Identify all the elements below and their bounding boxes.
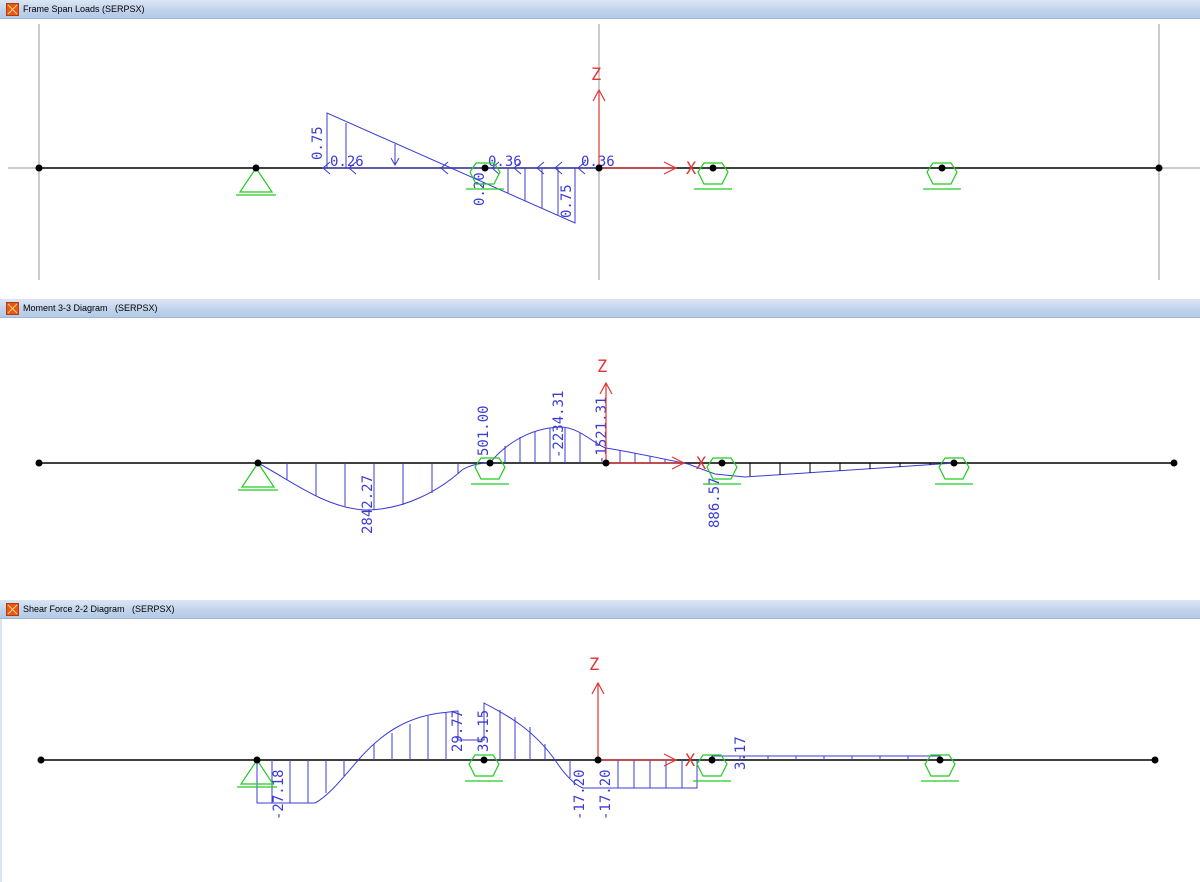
joint	[950, 459, 958, 467]
frame-span-loads-canvas[interactable]: 0.75 0.26 0.20 0.36 0.36 0.75 Z	[0, 19, 1200, 282]
shear-value-label: 35.15	[476, 710, 492, 752]
axial-arrowhead	[577, 161, 586, 175]
axial-arrowhead	[322, 161, 331, 175]
load-label: 0.75	[559, 184, 575, 218]
moment-diagram-window[interactable]: Moment 3-3 Diagram (SERPSX)	[0, 299, 1200, 600]
moment-value-label: -2234.31	[551, 391, 567, 458]
shear-diagram-window[interactable]: Shear Force 2-2 Diagram (SERPSX)	[0, 600, 1200, 882]
pin-support-icon	[236, 166, 276, 196]
z-axis-label: Z	[597, 357, 607, 377]
joint	[708, 756, 716, 764]
roller-support-icon	[465, 754, 503, 782]
axial-arrowhead	[554, 161, 563, 175]
shear-value-label: -17.20	[572, 769, 588, 820]
moment-diagram-right	[749, 463, 931, 476]
joint	[938, 164, 946, 172]
frame-span-loads-window[interactable]: Frame Span Loads (SERPSX)	[0, 0, 1200, 282]
joint	[37, 756, 45, 764]
pin-support-icon	[237, 758, 277, 788]
axial-arrowhead	[536, 161, 545, 175]
shear-curve	[256, 702, 698, 804]
joint	[1151, 756, 1159, 764]
joints[interactable]	[35, 164, 1163, 172]
window-title: Moment 3-3 Diagram (SERPSX)	[23, 303, 158, 313]
joint	[254, 459, 262, 467]
roller-support-icon	[466, 162, 504, 190]
z-axis-label: Z	[591, 65, 601, 85]
joint	[709, 164, 717, 172]
x-axis-label: X	[685, 751, 696, 771]
app-icon	[6, 602, 19, 616]
moment-value-label: 886.57	[707, 477, 723, 528]
z-axis-label: Z	[589, 655, 599, 675]
joints[interactable]	[35, 459, 1178, 467]
axial-arrowhead	[440, 161, 449, 175]
shear-value-label: -17.20	[598, 769, 614, 820]
moment-value-label: 501.00	[476, 405, 492, 456]
joint	[253, 756, 261, 764]
axial-arrowhead	[513, 161, 522, 175]
roller-support-icon	[703, 457, 741, 485]
local-axes	[592, 88, 678, 175]
window-title: Shear Force 2-2 Diagram (SERPSX)	[23, 604, 175, 614]
x-axis-label: X	[686, 159, 697, 179]
roller-support-icon	[693, 754, 731, 782]
local-axes	[591, 681, 678, 767]
local-axes	[599, 381, 686, 470]
joints[interactable]	[37, 756, 1159, 764]
app-icon	[6, 301, 19, 315]
joint	[594, 756, 602, 764]
joint	[595, 164, 603, 172]
load-label: 0.36	[581, 154, 615, 170]
joint	[1155, 164, 1163, 172]
joint	[486, 459, 494, 467]
joint	[35, 459, 43, 467]
x-axis-label: X	[696, 454, 707, 474]
joint	[35, 164, 43, 172]
load-arrowhead	[390, 157, 400, 167]
joint	[936, 756, 944, 764]
shear-value-label: 3.17	[733, 736, 749, 770]
moment-value-label: -1521.31	[594, 397, 610, 464]
joint	[481, 164, 489, 172]
load-label: 0.75	[310, 126, 326, 160]
roller-support-icon	[694, 162, 732, 190]
pin-support-icon	[238, 461, 278, 491]
app-icon	[6, 2, 19, 16]
moment-value-label: 2842.27	[360, 475, 376, 534]
shear-value-label: 29.77	[450, 710, 466, 752]
load-label: 0.36	[488, 154, 522, 170]
shear-value-label: -27.18	[271, 769, 287, 820]
joint	[602, 459, 610, 467]
roller-support-icon	[471, 457, 509, 485]
window-titlebar[interactable]: Frame Span Loads (SERPSX)	[0, 0, 1200, 19]
joint	[480, 756, 488, 764]
joint	[1170, 459, 1178, 467]
grid-lines	[8, 24, 1200, 280]
joint	[718, 459, 726, 467]
moment-diagram-canvas[interactable]: 2842.27 501.00 -2234.31 -1521.31 886.57	[0, 318, 1200, 600]
window-titlebar[interactable]: Shear Force 2-2 Diagram (SERPSX)	[0, 600, 1200, 619]
shear-diagram-canvas[interactable]: -27.18 29.77 35.15 -17.20 -17.20 3.17	[0, 619, 1200, 882]
roller-support-icon	[923, 162, 961, 190]
axial-arrowhead	[348, 161, 357, 175]
roller-support-icon	[921, 754, 959, 782]
window-title: Frame Span Loads (SERPSX)	[23, 4, 145, 14]
joint	[252, 164, 260, 172]
axial-arrowhead	[491, 161, 500, 175]
window-titlebar[interactable]: Moment 3-3 Diagram (SERPSX)	[0, 299, 1200, 318]
load-label: 0.26	[330, 154, 364, 170]
roller-support-icon	[935, 457, 973, 485]
load-diagram	[322, 112, 599, 224]
